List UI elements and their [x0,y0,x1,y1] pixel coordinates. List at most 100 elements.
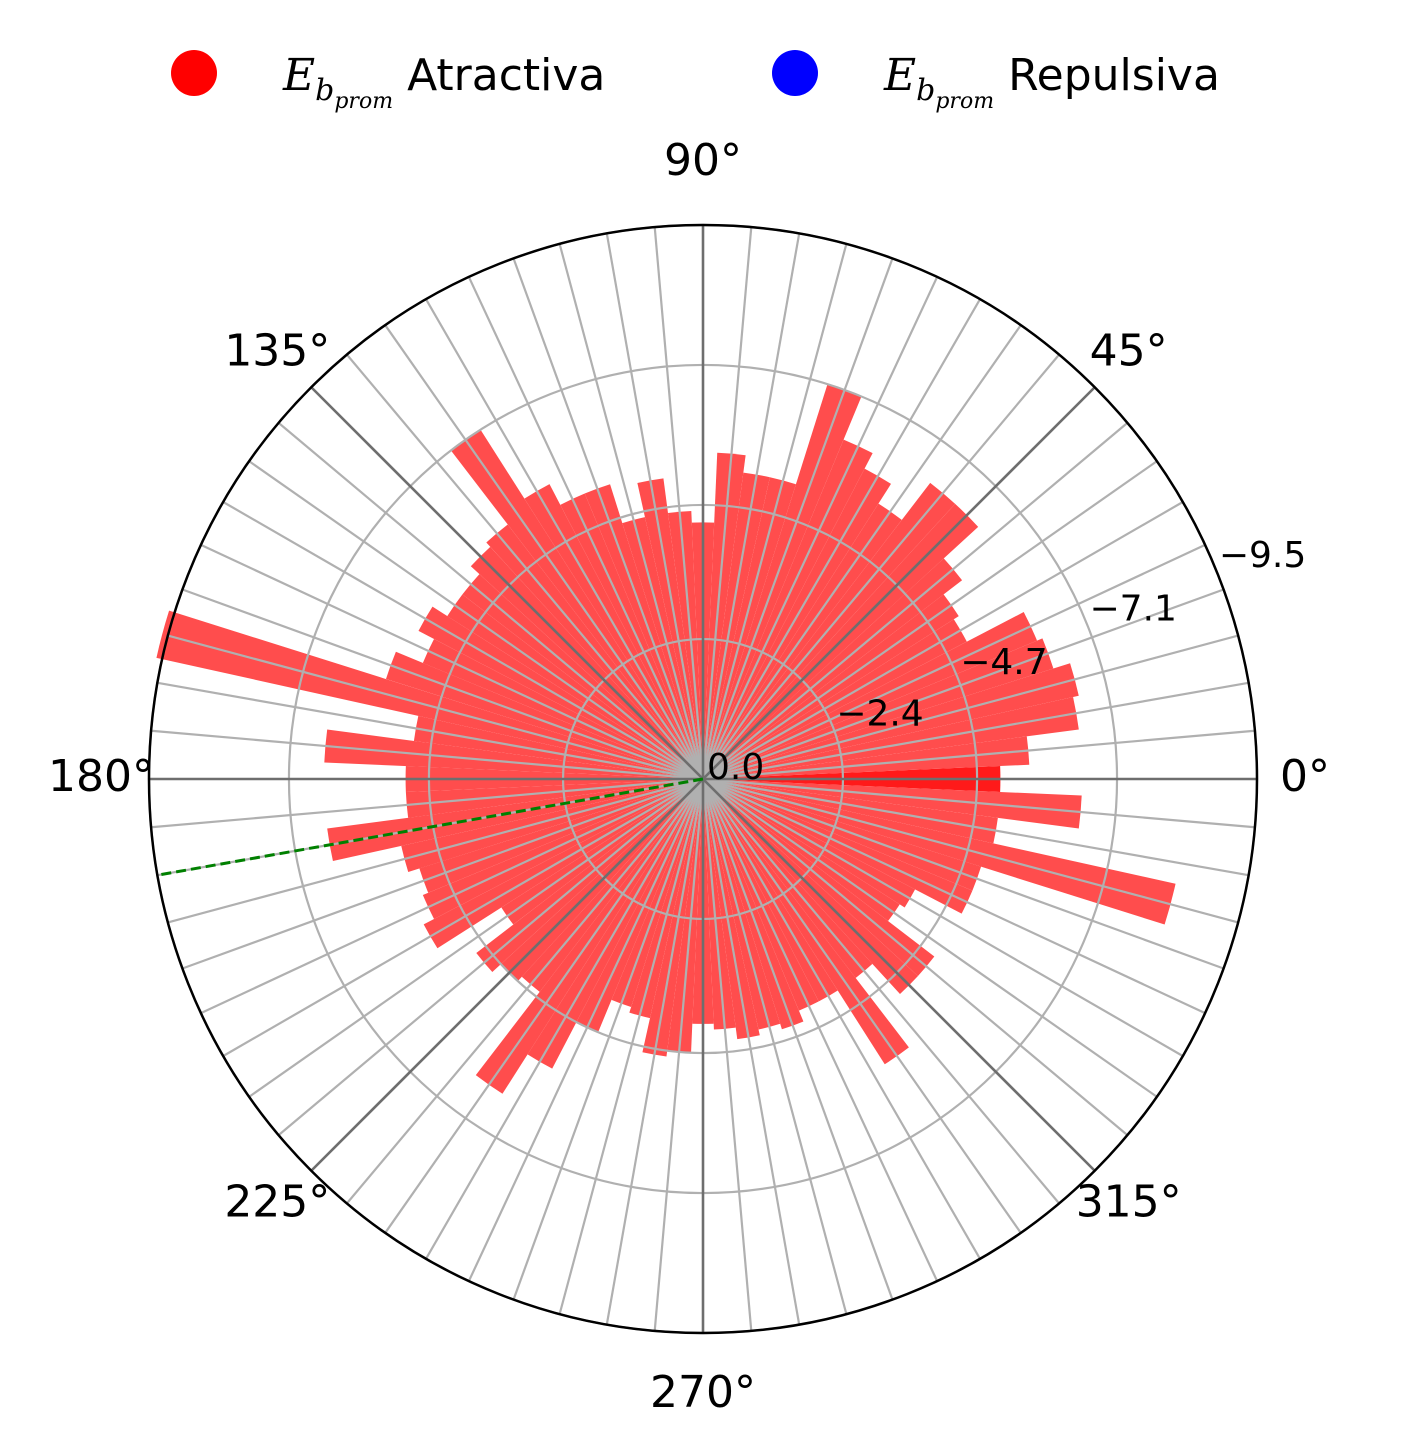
polar-bar-195 [401,779,703,872]
angular-gridline-35 [702,460,1158,780]
radial-tick-label: −9.5 [1219,535,1306,576]
angular-gridline-175 [151,729,704,781]
angular-gridline-310 [702,778,1060,1205]
polar-bar-255 [629,779,703,1019]
angular-gridline-140 [277,422,704,780]
legend: EbpromAtractiva EbpromRepulsiva [171,50,1220,114]
angular-gridline-355 [702,777,1255,829]
polar-bar-345 [703,779,1176,925]
reference-line-group [157,777,704,877]
polar-bar-35 [703,594,959,779]
angular-gridline-130 [346,353,704,780]
polar-bar-335 [703,779,973,914]
legend-text-repulsiva: EbpromRepulsiva [883,50,1220,114]
polar-bar-5 [703,736,1030,779]
polar-bar-75 [703,477,796,779]
polar-bar-305 [703,779,909,1065]
polar-bar-160 [385,651,703,779]
polar-bar-245 [576,779,703,1033]
polar-bar-235 [475,779,703,1094]
polar-bar-170 [413,715,703,779]
angular-gridline-60 [702,298,981,780]
angular-gridline-75 [701,243,848,780]
angular-gridline-110 [512,258,705,780]
polar-bar-110 [584,484,703,779]
angular-gridline-170 [157,681,704,781]
angular-gridline-285 [701,778,848,1315]
angular-gridline-50 [702,353,1060,780]
angular-gridline-295 [702,778,939,1282]
angular-gridline-70 [701,258,894,780]
angular-gridline-290 [701,778,894,1300]
angular-gridline-280 [701,778,801,1325]
polar-bar-185 [405,779,703,818]
radial-tick-label: −7.1 [1090,589,1177,630]
angular-gridline-15 [702,634,1239,781]
radial-tick-label: −2.4 [836,693,923,734]
angular-gridline-25 [702,543,1206,780]
radial-tick-label: 0.0 [707,747,764,788]
angular-gridline-155 [200,543,704,780]
legend-marker-atractiva [171,50,217,96]
angular-gridline-120 [425,298,704,780]
major-gridline-315 [702,778,1096,1172]
angular-gridline-205 [200,778,704,1015]
polar-bar-95 [667,511,703,779]
angular-gridline-220 [277,778,704,1136]
legend-item-atractiva: EbpromAtractiva [171,50,605,114]
polar-bar-25 [703,612,1038,779]
polar-bar-145 [447,594,703,779]
angular-gridline-340 [702,777,1224,970]
angular-gridline-330 [702,778,1184,1057]
angular-gridline-85 [701,227,753,780]
polar-bar-55 [703,503,902,779]
legend-marker-repulsiva [772,50,818,96]
polar-bar-175 [324,729,703,779]
polar-bar-125 [450,429,703,779]
polar-bar-100 [637,478,703,779]
angular-gridline-150 [222,501,704,780]
polar-bar-15 [703,663,1079,779]
angular-gridline-125 [384,324,704,780]
angular-gridline-350 [702,777,1249,877]
radial-tick-label: −4.7 [960,642,1047,683]
angular-gridline-240 [425,778,704,1260]
bar-group [156,384,1176,1094]
angular-gridline-260 [605,778,705,1325]
polar-bar-290 [703,779,804,1030]
angular-gridline-320 [702,778,1129,1136]
polar-bar-260 [642,779,703,1057]
polar-bar-60 [703,468,891,779]
polar-bar-10 [703,696,1079,779]
polar-bar-65 [703,439,873,779]
polar-bar-155 [422,638,703,779]
legend-item-repulsiva: EbpromRepulsiva [772,50,1220,114]
polar-bar-340 [703,779,982,891]
angular-gridline-55 [702,324,1022,780]
angular-gridline-195 [167,777,704,924]
angular-gridline-95 [653,227,705,780]
angular-gridline-245 [467,778,704,1282]
polar-bar-205 [422,779,703,920]
polar-frame [147,223,1259,1335]
grid-group [147,223,1259,1335]
angle-tick-label: 315° [1076,1177,1182,1228]
angular-gridline-30 [702,501,1184,780]
polar-bar-20 [703,638,1054,779]
polar-bar-30 [703,619,967,779]
polar-bar-350 [703,779,998,844]
major-gridline-135 [310,386,704,780]
angle-tick-labels: 0° 45° 90° 135° 180° 225° 270° 315° [48,135,1330,1418]
angle-tick-label: 45° [1090,325,1168,376]
polar-bar-165 [156,610,703,779]
polar-bar-280 [703,779,760,1040]
angular-gridline-210 [222,778,704,1057]
angular-gridline-305 [702,778,1022,1234]
angular-gridline-185 [151,777,704,829]
angular-gridline-265 [653,778,705,1331]
angle-tick-label: 90° [664,135,742,186]
angular-gridline-215 [248,778,704,1098]
angular-gridline-40 [702,422,1129,780]
angular-gridline-230 [346,778,704,1205]
